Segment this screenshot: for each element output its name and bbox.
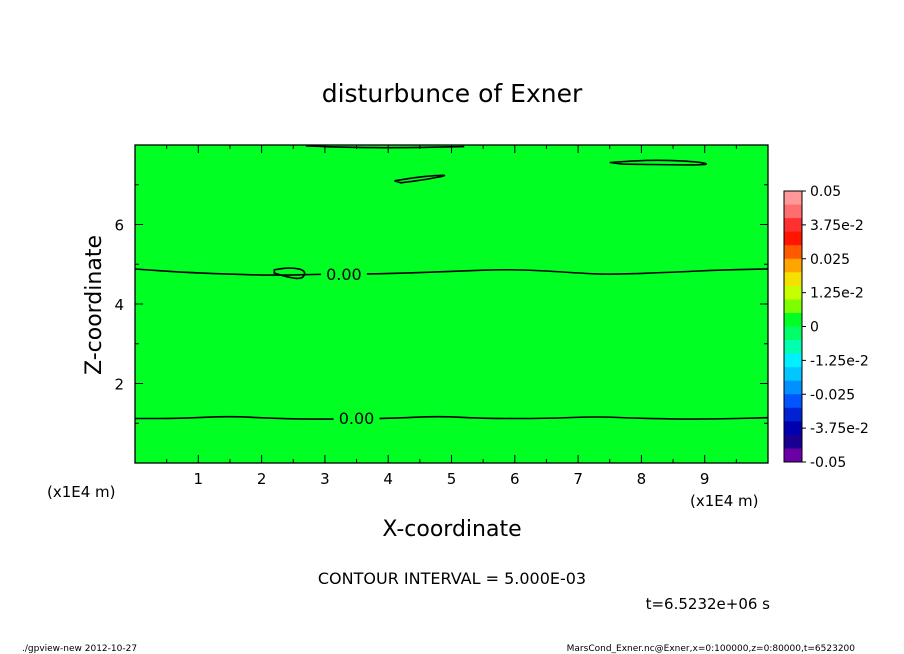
footer-left: ./gpview-new 2012-10-27 [22, 644, 137, 654]
x-tick-label: 3 [320, 470, 330, 488]
x-unit-left: (x1E4 m) [47, 483, 116, 501]
colorbar-swatch [784, 218, 802, 233]
x-axis-label: X-coordinate [382, 517, 521, 542]
contour-line [305, 145, 465, 149]
x-tick-label: 2 [257, 470, 267, 488]
contour-label-bg [333, 409, 380, 428]
colorbar: 0.05 3.75e-2 0.025 1.25e-2 0 -1.25e-2 -0.025 -3… [783, 184, 869, 471]
colorbar-swatch [784, 407, 802, 422]
contour-line [394, 174, 446, 184]
colorbar-swatch [784, 272, 802, 287]
colorbar-swatch [784, 380, 802, 395]
x-axis-ticks: 1 2 3 4 5 6 7 8 9 [166, 145, 737, 488]
colorbar-label: -3.75e-2 [810, 421, 869, 437]
contour-line [273, 267, 306, 280]
colorbar-swatch [784, 245, 802, 260]
colorbar-label: 0.05 [810, 184, 841, 200]
y-axis-label: Z-coordinate [82, 235, 107, 375]
contour-line [134, 268, 769, 276]
colorbar-swatch [784, 204, 802, 219]
x-tick-label: 5 [447, 470, 457, 488]
y-tick-label: 2 [114, 376, 124, 394]
colorbar-swatch [784, 191, 802, 205]
plot-area [134, 144, 769, 464]
y-axis-ticks: 2 4 6 [114, 184, 768, 424]
colorbar-swatch [784, 421, 802, 436]
x-tick-label: 4 [383, 470, 393, 488]
contour-line [135, 415, 769, 420]
colorbar-swatch [784, 394, 802, 409]
colorbar-swatch [784, 448, 802, 463]
x-tick-label: 7 [573, 470, 583, 488]
y-tick-label: 4 [114, 296, 124, 314]
colorbar-label: 3.75e-2 [810, 218, 864, 234]
colorbar-swatch [784, 434, 802, 449]
colorbar-swatch [784, 231, 802, 246]
contour-labels: 0.00 0.00 [320, 265, 380, 428]
colorbar-label: 0 [810, 320, 819, 336]
colorbar-label: 0.025 [810, 252, 850, 268]
contour-label: 0.00 [339, 409, 375, 428]
colorbar-swatch [784, 312, 802, 327]
footer-right: MarsCond_Exner.nc@Exner,x=0:100000,z=0:8… [567, 644, 856, 654]
colorbar-swatch [784, 299, 802, 314]
contour-label-bg [320, 265, 367, 284]
colorbar-swatch [784, 367, 802, 382]
x-tick-label: 1 [194, 470, 204, 488]
colorbar-label: -0.05 [810, 455, 846, 471]
colorbar-swatch [784, 340, 802, 354]
x-tick-label: 9 [700, 470, 710, 488]
colorbar-swatch [784, 258, 802, 273]
colorbar-label: 1.25e-2 [810, 286, 864, 302]
colorbar-label: -0.025 [810, 387, 855, 403]
contour-lines [134, 145, 769, 420]
contour-interval: CONTOUR INTERVAL = 5.000E-03 [318, 569, 586, 588]
colorbar-swatch [784, 285, 802, 300]
colorbar-swatch [784, 326, 802, 341]
contour-label: 0.00 [326, 265, 362, 284]
x-tick-label: 8 [637, 470, 647, 488]
colorbar-label: -1.25e-2 [810, 353, 869, 369]
y-tick-label: 6 [114, 217, 124, 235]
x-unit-right: (x1E4 m) [690, 492, 759, 510]
x-tick-label: 6 [510, 470, 520, 488]
colorbar-swatch [784, 353, 802, 368]
time-stamp: t=6.5232e+06 s [646, 595, 771, 613]
chart-title: disturbunce of Exner [322, 79, 583, 108]
contour-line [609, 159, 708, 166]
